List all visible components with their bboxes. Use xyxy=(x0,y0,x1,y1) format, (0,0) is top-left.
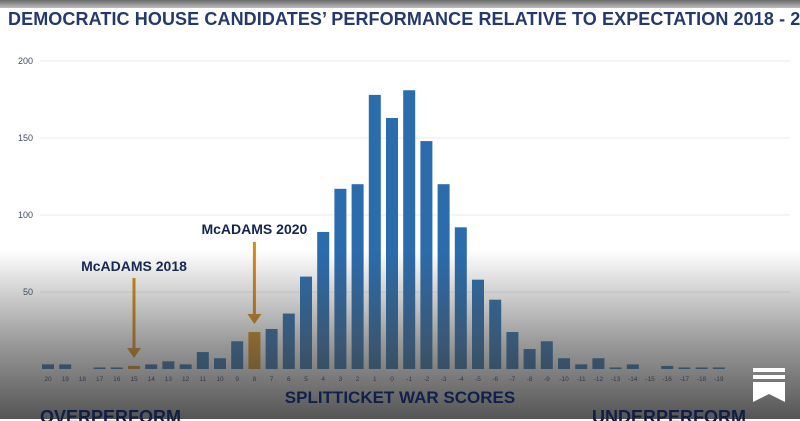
bar-10 xyxy=(214,358,226,369)
annotation-label: McADAMS 2018 xyxy=(81,258,187,274)
bar-17 xyxy=(93,367,106,369)
x-tick-label: 0 xyxy=(390,376,394,383)
bar-4 xyxy=(317,231,330,369)
x-tick-label: -8 xyxy=(527,376,533,383)
y-tick-label: 100 xyxy=(18,210,33,220)
bar-0 xyxy=(386,117,398,369)
y-tick-label: 200 xyxy=(18,56,33,66)
x-tick-label: -5 xyxy=(475,376,481,383)
bar-20 xyxy=(42,364,54,369)
x-tick-label: 6 xyxy=(287,376,291,383)
chart-title: DEMOCRATIC HOUSE CANDIDATES’ PERFORMANCE… xyxy=(8,9,800,29)
x-tick-label: -14 xyxy=(628,376,638,383)
x-tick-label: 12 xyxy=(182,376,190,383)
bar--2 xyxy=(420,141,433,369)
x-tick-label: -10 xyxy=(559,376,569,383)
y-tick-labels: 50 100 150 200 xyxy=(18,56,33,297)
bar-8 xyxy=(248,332,261,369)
x-tick-label: -15 xyxy=(645,376,655,383)
x-tick-label: -7 xyxy=(510,376,516,383)
x-tick-label: -19 xyxy=(714,376,724,383)
x-tick-label: 1 xyxy=(373,376,377,383)
x-tick-label: 14 xyxy=(148,376,156,383)
bar-3 xyxy=(334,188,347,369)
bar-1 xyxy=(368,94,381,369)
x-tick-label: 18 xyxy=(79,376,87,383)
x-tick-label: 19 xyxy=(62,376,70,383)
x-tick-label: -6 xyxy=(492,376,498,383)
annotation-arrow-head xyxy=(247,314,262,324)
bar-15 xyxy=(128,365,140,369)
bar-19 xyxy=(59,364,72,369)
bar-2 xyxy=(351,184,364,369)
x-tick-label: 17 xyxy=(96,376,104,383)
x-tick-label: -12 xyxy=(594,376,604,383)
bar-5 xyxy=(300,276,312,369)
x-tick-label: -17 xyxy=(680,376,690,383)
x-axis-label: SPLITTICKET WAR SCORES xyxy=(284,388,516,407)
x-tick-label: -11 xyxy=(577,376,586,383)
bar-16 xyxy=(110,367,123,369)
x-tick-label: -1 xyxy=(406,376,412,383)
bar--7 xyxy=(506,332,519,369)
annotation-label: McADAMS 2020 xyxy=(201,221,307,237)
bar--4 xyxy=(454,227,467,369)
bar-7 xyxy=(265,328,278,369)
bar-11 xyxy=(196,352,209,369)
underperform-label: UNDERPERFORM xyxy=(592,407,747,421)
bar--5 xyxy=(472,279,484,369)
bar--17 xyxy=(678,367,691,369)
x-tick-label: 8 xyxy=(253,376,257,383)
bar--3 xyxy=(437,184,450,369)
bar--12 xyxy=(592,358,605,369)
overperform-label: OVERPERFORM xyxy=(40,407,182,421)
bar--18 xyxy=(695,367,708,369)
bar-12 xyxy=(179,364,192,369)
bar--14 xyxy=(626,364,639,369)
x-tick-label: -16 xyxy=(662,376,672,383)
bar--8 xyxy=(523,348,536,369)
bar--16 xyxy=(661,365,674,369)
bar-9 xyxy=(231,341,244,369)
y-tick-label: 150 xyxy=(18,133,33,143)
x-tick-label: -18 xyxy=(697,376,707,383)
x-tick-label: 2 xyxy=(356,376,360,383)
x-tick-label: 4 xyxy=(321,376,325,383)
x-tick-label: 20 xyxy=(44,376,52,383)
x-tick-label: -3 xyxy=(441,376,447,383)
bar--1 xyxy=(403,90,416,369)
bar--9 xyxy=(540,341,553,369)
annotation-arrow-head xyxy=(127,348,141,358)
x-tick-label: 5 xyxy=(304,376,308,383)
splitticket-logo-icon xyxy=(753,368,785,402)
bar-14 xyxy=(145,364,158,369)
x-tick-label: -9 xyxy=(544,376,550,383)
y-tick-label: 50 xyxy=(23,287,33,297)
x-tick-labels: 20 19 18 17 16 15 14 13 12 11 10 9 8 7 6 5 4 3 2 1 0 -1 -2 -3 -4… xyxy=(44,376,723,383)
bar--11 xyxy=(575,364,588,369)
bar-6 xyxy=(282,313,295,369)
bar--10 xyxy=(558,358,570,369)
x-tick-label: 7 xyxy=(270,376,274,383)
bars xyxy=(42,90,725,369)
x-tick-label: -4 xyxy=(458,376,464,383)
x-tick-label: 10 xyxy=(216,376,224,383)
x-tick-label: 16 xyxy=(113,376,121,383)
x-tick-label: 3 xyxy=(339,376,343,383)
bar--19 xyxy=(712,367,725,369)
x-tick-label: -13 xyxy=(611,376,621,383)
x-tick-label: 13 xyxy=(165,376,173,383)
top-strip xyxy=(0,0,800,8)
x-tick-label: 15 xyxy=(130,376,138,383)
bar-13 xyxy=(162,361,175,369)
bar--13 xyxy=(609,367,622,369)
x-tick-label: 11 xyxy=(199,376,206,383)
x-tick-label: -2 xyxy=(424,376,430,383)
bar--6 xyxy=(489,299,502,369)
x-tick-label: 9 xyxy=(235,376,239,383)
